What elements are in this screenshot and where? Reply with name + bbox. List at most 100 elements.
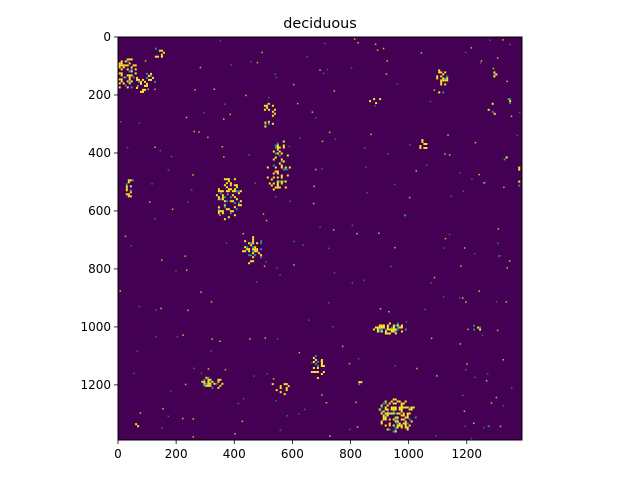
heatmap-cell	[185, 116, 188, 119]
heatmap-cell	[380, 422, 383, 425]
heatmap-cell	[298, 413, 300, 415]
heatmap-cell	[226, 193, 229, 196]
heatmap-cell	[124, 76, 127, 79]
heatmap-cell	[235, 190, 238, 193]
heatmap-cell	[436, 75, 439, 78]
heatmap-cell	[400, 326, 403, 329]
heatmap-cell	[433, 89, 436, 91]
heatmap-cell	[388, 422, 391, 425]
heatmap-cell	[390, 326, 393, 329]
heatmap-cell	[126, 86, 129, 89]
heatmap-cell	[272, 188, 275, 191]
heatmap-cell	[167, 169, 170, 171]
heatmap-cell	[478, 173, 480, 176]
heatmap-cell	[207, 376, 210, 379]
heatmap-cell	[266, 373, 268, 375]
heatmap-cell	[363, 147, 366, 149]
heatmap-cell	[140, 90, 142, 93]
x-tick-label: 800	[339, 447, 362, 461]
heatmap-cell	[282, 146, 285, 149]
heatmap-cell	[223, 196, 226, 199]
heatmap-cell	[271, 114, 274, 117]
heatmap-cell	[366, 191, 368, 194]
heatmap-cell	[207, 136, 209, 139]
heatmap-cell	[207, 368, 210, 370]
heatmap-cell	[252, 238, 255, 241]
heatmap-cell	[120, 64, 123, 67]
heatmap-cell	[406, 426, 409, 429]
heatmap-cell	[217, 380, 220, 383]
heatmap-cell	[402, 414, 405, 417]
heatmap-cell	[192, 436, 194, 438]
heatmap-cell	[358, 381, 361, 384]
heatmap-cell	[124, 60, 127, 63]
heatmap-cell	[210, 301, 213, 303]
heatmap-cell	[320, 359, 323, 361]
heatmap-cell	[134, 72, 137, 75]
heatmap-cell	[392, 418, 395, 421]
heatmap-cell	[278, 154, 281, 157]
heatmap-cell	[450, 195, 452, 198]
heatmap-cell	[502, 39, 504, 41]
heatmap-cell	[410, 406, 413, 409]
heatmap-cell	[203, 384, 206, 387]
heatmap-cell	[219, 39, 222, 42]
heatmap-cell	[443, 247, 445, 249]
heatmap-cell	[505, 156, 508, 159]
heatmap-cell	[485, 380, 488, 382]
heatmap-cell	[276, 182, 279, 185]
heatmap-cell	[276, 146, 279, 149]
heatmap-cell	[380, 328, 383, 331]
heatmap-cell	[250, 60, 252, 63]
heatmap-cell	[244, 246, 247, 249]
heatmap-cell	[118, 86, 121, 89]
heatmap-cell	[207, 378, 210, 381]
heatmap-cell	[276, 338, 279, 340]
heatmap-cell	[125, 185, 128, 188]
heatmap-cell	[224, 103, 226, 105]
heatmap-cell	[227, 216, 230, 219]
heatmap-cell	[279, 274, 281, 276]
heatmap-cell	[118, 78, 121, 81]
heatmap-cell	[282, 144, 285, 147]
heatmap-cell	[332, 229, 335, 231]
heatmap-cell	[272, 172, 275, 175]
heatmap-cell	[382, 326, 385, 329]
heatmap-cell	[263, 104, 266, 107]
heatmap-cell	[128, 58, 131, 61]
heatmap-cell	[156, 55, 159, 58]
heatmap-cell	[396, 416, 399, 419]
heatmap-cell	[384, 418, 387, 421]
heatmap-cell	[392, 410, 395, 413]
heatmap-cell	[402, 422, 405, 425]
heatmap-cell	[263, 265, 266, 267]
heatmap-cell	[273, 112, 276, 115]
heatmap-cell	[252, 246, 255, 249]
heatmap-cell	[159, 149, 162, 152]
heatmap-cell	[390, 400, 393, 403]
heatmap-cell	[384, 414, 387, 417]
heatmap-cell	[221, 198, 224, 201]
heatmap-cell	[308, 319, 310, 321]
heatmap-cell	[219, 384, 222, 387]
heatmap-cell	[245, 94, 247, 97]
heatmap-cell	[386, 412, 389, 415]
heatmap-cell	[252, 240, 255, 243]
heatmap-cell	[241, 420, 244, 423]
heatmap-cell	[410, 408, 413, 411]
heatmap-cell	[396, 412, 399, 415]
heatmap-cell	[374, 105, 376, 107]
heatmap-cell	[286, 415, 288, 417]
heatmap-cell	[312, 202, 315, 205]
heatmap-cell	[227, 178, 230, 181]
heatmap-cell	[225, 200, 228, 203]
heatmap-cell	[229, 184, 232, 187]
heatmap-cell	[239, 190, 242, 193]
heatmap-cell	[279, 429, 282, 432]
heatmap-cell	[184, 383, 187, 386]
heatmap-cell	[283, 393, 286, 396]
heatmap-cell	[219, 340, 221, 342]
heatmap-cell	[276, 152, 279, 155]
heatmap-cell	[167, 415, 170, 418]
heatmap-cell	[491, 102, 494, 105]
